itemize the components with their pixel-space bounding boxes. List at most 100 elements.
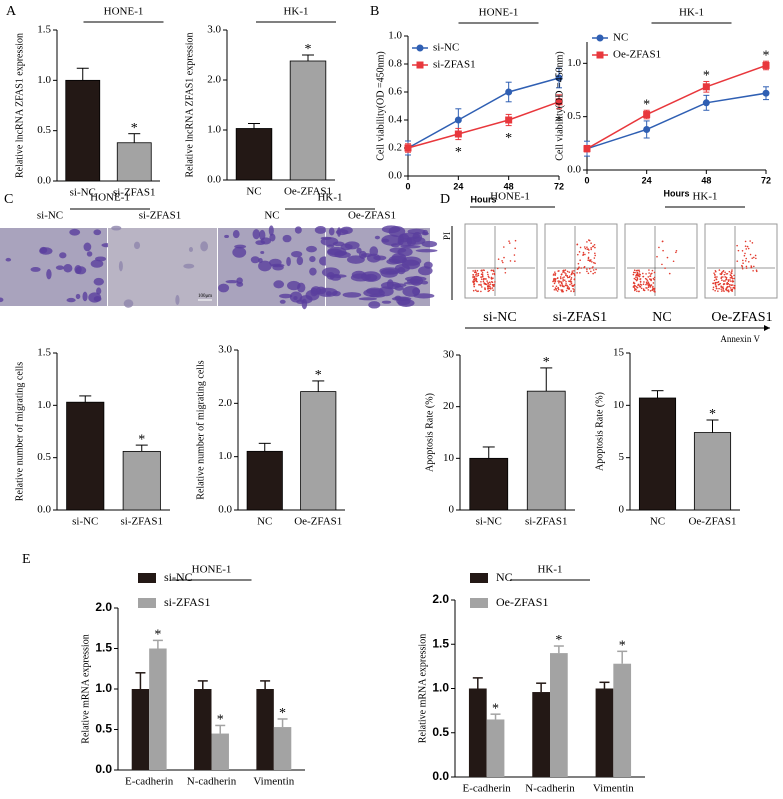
- x-tick-label: Oe-ZFAS1: [294, 516, 342, 528]
- event: [571, 272, 574, 274]
- bar: [66, 401, 105, 511]
- event: [649, 284, 652, 287]
- event: [653, 271, 656, 274]
- event: [635, 279, 638, 282]
- event: [568, 288, 571, 290]
- y-axis-label: Cell viability(OD =450nm): [554, 51, 565, 161]
- event: [472, 273, 474, 276]
- cell: [269, 233, 276, 242]
- event: [591, 261, 593, 263]
- cell: [335, 229, 349, 236]
- event: [743, 254, 746, 257]
- event: [744, 252, 746, 255]
- event: [566, 284, 568, 287]
- event: [592, 272, 594, 275]
- cell: [326, 244, 335, 248]
- event: [737, 249, 740, 252]
- cell: [279, 293, 293, 299]
- cell: [386, 258, 401, 265]
- event: [488, 276, 490, 279]
- cell: [368, 301, 381, 309]
- legend-marker: [596, 34, 604, 42]
- event: [647, 281, 650, 284]
- legend-label: NC: [613, 32, 628, 44]
- event: [664, 267, 666, 269]
- y-axis-label: Relative number of migrating cells: [195, 360, 206, 500]
- event: [487, 275, 490, 278]
- cell: [88, 292, 102, 303]
- event: [637, 284, 639, 286]
- y-tick-label: 1.0: [37, 74, 51, 86]
- event: [497, 258, 500, 260]
- event: [587, 272, 590, 275]
- event: [480, 281, 482, 283]
- event: [554, 281, 556, 283]
- cell: [175, 294, 180, 306]
- x-tick-label: si-NC: [476, 516, 502, 528]
- event: [648, 272, 650, 274]
- significance: *: [643, 97, 650, 112]
- event: [714, 281, 717, 284]
- line: [586, 92, 767, 150]
- event: [752, 269, 754, 272]
- cell: [360, 253, 373, 258]
- y-axis-label: Relative mRNA expression: [417, 634, 428, 743]
- event: [725, 288, 728, 291]
- event: [635, 276, 637, 278]
- cell: [75, 266, 87, 275]
- chart-title: HK-1: [283, 6, 308, 18]
- event: [569, 275, 571, 278]
- event: [715, 278, 718, 281]
- legend-swatch: [138, 598, 156, 608]
- y-tick-label: 0.0: [207, 174, 221, 186]
- significance: *: [279, 706, 286, 721]
- event: [725, 276, 728, 279]
- y-tick-label: 0.5: [37, 124, 51, 136]
- event: [638, 275, 641, 278]
- event: [564, 269, 567, 271]
- event: [646, 279, 649, 282]
- chart-title: HK-1: [679, 7, 704, 19]
- legend-swatch: [470, 598, 488, 608]
- event: [750, 265, 752, 267]
- event: [493, 273, 496, 276]
- y-tick-label: 0.8: [388, 58, 402, 70]
- event: [638, 270, 641, 273]
- bar: [469, 457, 509, 511]
- significance: *: [505, 131, 512, 146]
- event: [565, 280, 567, 283]
- event: [714, 289, 716, 292]
- event: [649, 275, 651, 277]
- cell: [397, 238, 417, 247]
- legend-swatch: [138, 573, 156, 583]
- cell: [82, 291, 88, 302]
- cell: [413, 293, 435, 299]
- event: [480, 273, 483, 276]
- event: [636, 278, 639, 280]
- event: [656, 255, 658, 258]
- event: [481, 286, 483, 288]
- event: [589, 260, 591, 262]
- bar: [256, 689, 274, 770]
- event: [566, 270, 569, 273]
- bar: [532, 692, 550, 777]
- cell: [55, 265, 65, 270]
- y-tick-label: 20: [443, 400, 455, 412]
- event: [565, 273, 567, 275]
- cell: [396, 297, 411, 306]
- cell: [93, 277, 104, 286]
- event: [502, 261, 504, 264]
- event: [562, 277, 564, 279]
- y-axis-label: Cell viability(OD =450nm): [375, 51, 386, 161]
- significance: *: [492, 701, 499, 716]
- event: [476, 275, 478, 277]
- event: [726, 281, 729, 284]
- y-tick-label: 15: [613, 347, 625, 359]
- y-tick-label: 10: [443, 452, 455, 464]
- event: [472, 280, 474, 283]
- event: [480, 278, 483, 280]
- event: [476, 269, 479, 272]
- bar: [149, 648, 167, 770]
- event: [483, 282, 486, 284]
- flow-plot: [464, 223, 538, 299]
